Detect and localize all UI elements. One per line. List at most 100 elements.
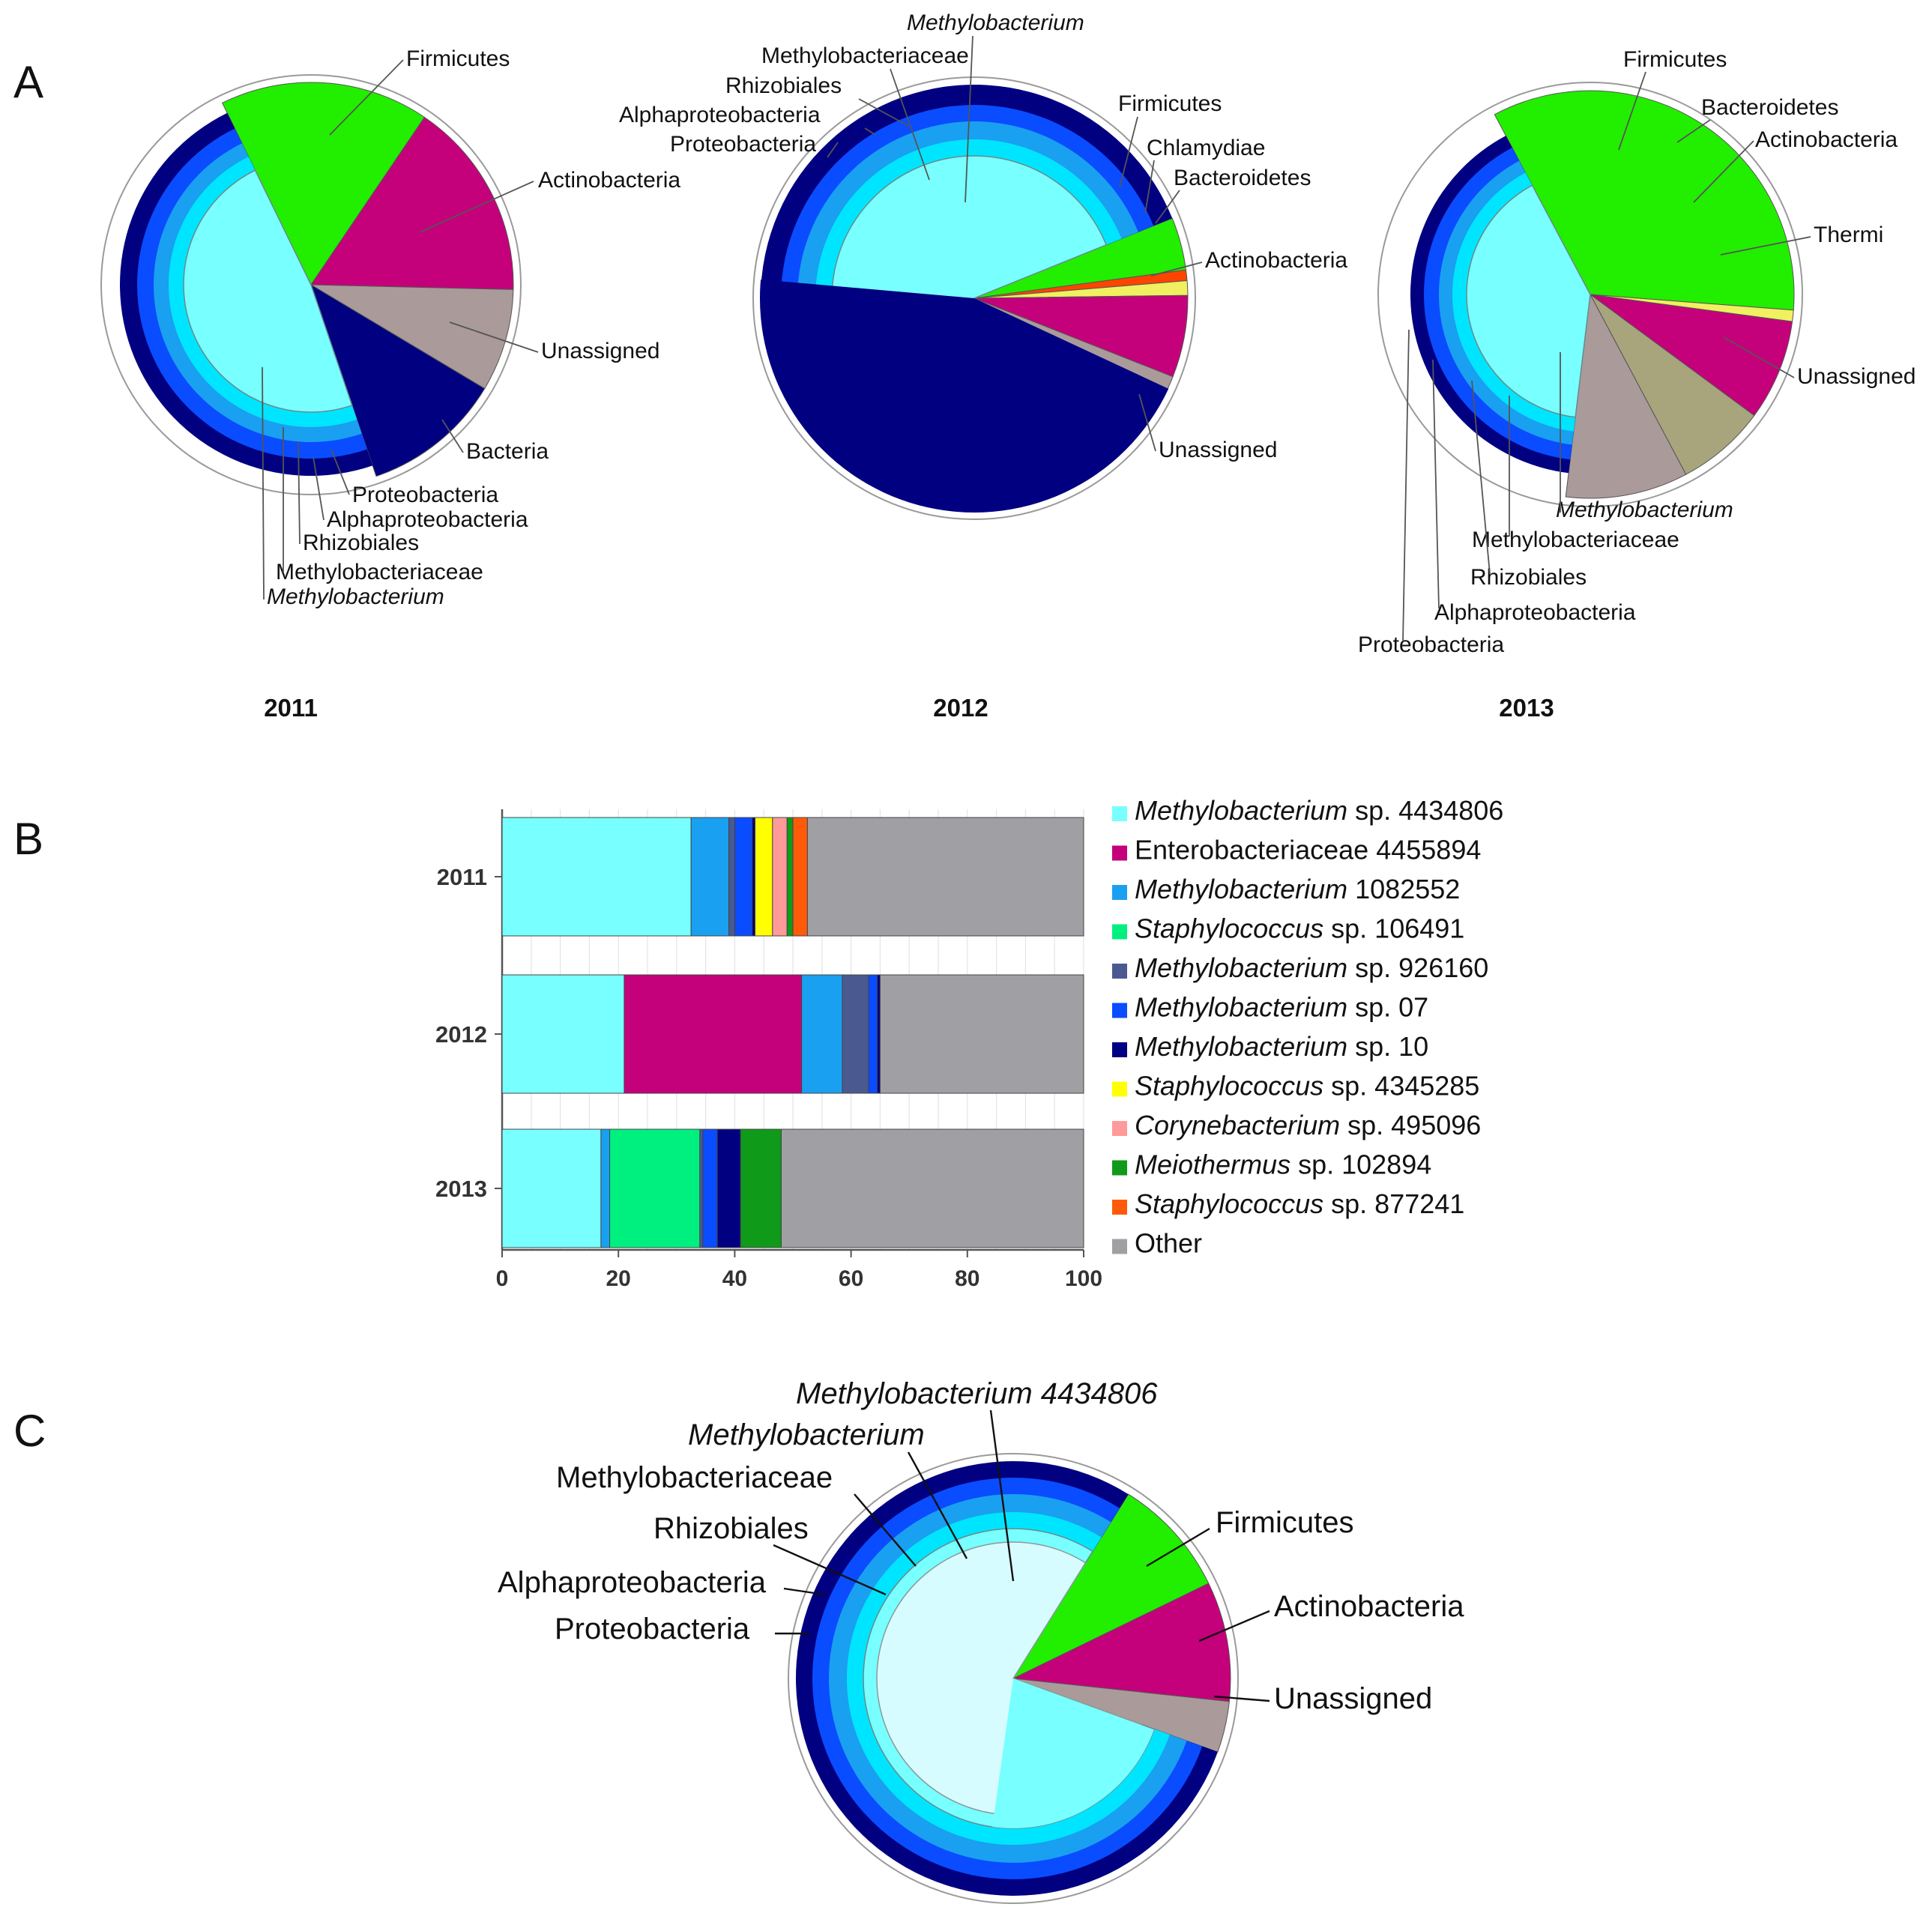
bar-segment-2012-4 — [842, 974, 869, 1094]
pie-2011-label-rhizobiales: Rhizobiales — [303, 531, 419, 555]
bar-segment-2012-2 — [801, 974, 843, 1094]
legend-swatch — [1112, 1042, 1127, 1057]
pie-2011 — [100, 74, 522, 495]
pie-2012-label-actinobacteria: Actinobacteria — [1205, 248, 1347, 273]
legend-entry-italic: Methylobacterium — [1135, 992, 1347, 1023]
bar-x-tick-label: 100 — [1065, 1266, 1102, 1291]
legend-swatch — [1112, 924, 1127, 940]
legend-entry: Meiothermus sp. 102894 — [1135, 1149, 1431, 1180]
pie-2011-label-firmicutes: Firmicutes — [406, 46, 510, 71]
bar-segment-2012-5 — [868, 974, 878, 1094]
pie-2012-slice-proteobacteria-outer — [760, 279, 1169, 513]
pie-2012-label-bacteroidetes: Bacteroidetes — [1174, 166, 1311, 190]
pie-2012-leaders — [827, 35, 1203, 452]
pie-2013-label-bacteroidetes: Bacteroidetes — [1701, 95, 1838, 120]
legend-entry-rest: sp. 495096 — [1340, 1110, 1481, 1140]
bar-segment-2011-2 — [690, 817, 730, 937]
pie-2011-label-methylobacterium: Methylobacterium — [267, 584, 444, 609]
legend-swatch — [1112, 1200, 1127, 1215]
pie-c-label-firmicutes: Firmicutes — [1216, 1506, 1353, 1539]
legend-entry: Methylobacterium 1082552 — [1135, 874, 1460, 904]
pie-2013-label-thermi: Thermi — [1814, 223, 1883, 247]
legend-swatch — [1112, 1121, 1127, 1136]
bar-segment-2011-0 — [501, 817, 692, 937]
pie-c-label-methylobacterium-4434806: Methylobacterium 4434806 — [796, 1377, 1158, 1410]
bar-segment-2013-3 — [609, 1128, 701, 1248]
pie-2013-label-actinobacteria: Actinobacteria — [1755, 127, 1898, 152]
pie-2011-slice-firmicutes — [221, 82, 426, 285]
bar-x-tick-label: 20 — [606, 1266, 631, 1291]
pie-2011-label-proteobacteria: Proteobacteria — [352, 483, 498, 507]
legend-entry: Methylobacterium sp. 07 — [1135, 992, 1428, 1023]
legend-entry-rest: sp. 10 — [1347, 1031, 1428, 1062]
panel-letter-a: A — [13, 57, 43, 107]
bar-segment-2012-11 — [879, 974, 1084, 1094]
legend-swatch — [1112, 1239, 1127, 1254]
bar-segment-2013-5 — [702, 1128, 718, 1248]
panel-letter-c: C — [13, 1406, 46, 1456]
bar-segment-2013-9 — [740, 1128, 782, 1248]
bar-category-label: 2013 — [435, 1176, 487, 1202]
legend-swatch — [1112, 885, 1127, 900]
pie-2012-labels: Methylobacterium Methylobacteriaceae Rhi… — [619, 10, 1347, 462]
pie-2011-labels: Firmicutes Actinobacteria Unassigned Bac… — [262, 46, 680, 609]
pie-c-leaders — [773, 1409, 1270, 1702]
legend-swatch — [1112, 1081, 1127, 1097]
legend-swatch — [1112, 1003, 1127, 1018]
legend-entry-italic: Methylobacterium — [1135, 1031, 1347, 1062]
legend-entry-rest: 1082552 — [1347, 874, 1460, 904]
legend-entry: Methylobacterium sp. 10 — [1135, 1031, 1428, 1062]
bar-x-tick-label: 60 — [839, 1266, 863, 1291]
pie-2012-label-methylobacterium: Methylobacterium — [907, 10, 1084, 35]
legend-entry-rest: sp. 4434806 — [1347, 795, 1503, 826]
bar-x-tick-label: 80 — [955, 1266, 979, 1291]
bar-legend: Methylobacterium sp. 4434806 Enterobacter… — [1112, 795, 1503, 1259]
pie-2013-label-rhizobiales: Rhizobiales — [1470, 565, 1587, 590]
bar-segment-2013-2 — [600, 1128, 611, 1248]
bar-segment-2011-5 — [734, 817, 753, 937]
year-label-2012: 2012 — [933, 694, 988, 722]
pie-2013-label-firmicutes: Firmicutes — [1623, 47, 1727, 72]
pie-combined-labels: Methylobacterium 4434806 Methylobacteriu… — [498, 1377, 1464, 1715]
pie-2012-label-firmicutes: Firmicutes — [1118, 91, 1222, 116]
legend-swatch — [1112, 1160, 1127, 1176]
pie-2011-label-bacteria: Bacteria — [466, 439, 549, 464]
legend-entry-italic: Staphylococcus — [1135, 913, 1323, 944]
legend-entry-italic: Methylobacterium — [1135, 795, 1347, 826]
pie-2011-leaders — [262, 59, 539, 600]
pie-c-slice-actinobacteria — [1012, 1583, 1231, 1702]
bar-category-label: 2012 — [435, 1021, 487, 1048]
year-label-2011: 2011 — [264, 694, 318, 722]
pie-2012-label-alphaproteobacteria: Alphaproteobacteria — [619, 103, 821, 127]
legend-entry-italic: Staphylococcus — [1135, 1071, 1323, 1101]
pie-c-label-unassigned: Unassigned — [1274, 1682, 1432, 1715]
pie-2013 — [1377, 82, 1803, 507]
legend-swatch — [1112, 806, 1127, 821]
legend-entry-rest: sp. 926160 — [1347, 952, 1488, 983]
pie-2012-label-chlamydiae: Chlamydiae — [1147, 136, 1265, 160]
legend-entry-rest: sp. 877241 — [1323, 1188, 1464, 1219]
legend-entry-italic: Methylobacterium — [1135, 874, 1347, 904]
pie-c-slice-firmicutes — [1012, 1493, 1210, 1680]
pie-c-label-alphaproteobacteria: Alphaproteobacteria — [498, 1566, 767, 1599]
panel-letter-b: B — [13, 814, 43, 864]
bar-segment-2011-4 — [728, 817, 735, 937]
pie-c-label-methylobacterium-4434806-text: Methylobacterium 4434806 — [796, 1377, 1158, 1410]
pie-2013-leaders — [1402, 71, 1811, 642]
legend-entry: Corynebacterium sp. 495096 — [1135, 1110, 1481, 1140]
pie-c-label-actinobacteria: Actinobacteria — [1274, 1590, 1464, 1623]
pie-2013-labels: Firmicutes Bacteroidetes Actinobacteria … — [1358, 47, 1916, 657]
pie-c-label-proteobacteria: Proteobacteria — [555, 1613, 750, 1645]
bar-segment-2011-7 — [755, 817, 773, 937]
legend-entry: Enterobacteriaceae 4455894 — [1135, 835, 1481, 865]
pie-2011-slice-proteobacteria-level-4 — [183, 169, 353, 413]
pie-2011-label-unassigned: Unassigned — [541, 339, 659, 363]
bar-segment-2012-1 — [624, 974, 803, 1094]
pie-2013-slice-proteobacteria-level-4 — [1466, 184, 1591, 418]
year-label-2013: 2013 — [1499, 694, 1554, 722]
pie-2012-label-rhizobiales: Rhizobiales — [725, 73, 842, 98]
legend-entry-italic: Methylobacterium — [1135, 952, 1347, 983]
legend-entry: Staphylococcus sp. 106491 — [1135, 913, 1464, 944]
pie-c-label-rhizobiales: Rhizobiales — [653, 1512, 809, 1545]
